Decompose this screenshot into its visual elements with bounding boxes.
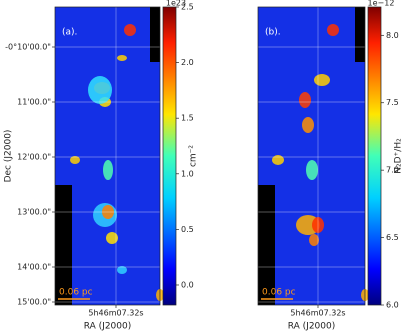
colorbar-tick-label: 1.5 [181,114,194,123]
y-axis-label: Dec (J2000) [4,130,14,183]
colorbar-offset: 1e23 [166,0,186,8]
masked-area [55,185,72,305]
colorbar-tick-label: 0.5 [181,225,194,234]
emission-feature [70,156,80,164]
y-tick-label: 13'00.0" [17,208,51,217]
colorbar [367,6,382,306]
map-frame [257,6,366,306]
y-tick-label: -0°10'00.0" [5,43,51,52]
x-axis-label: RA (J2000) [288,322,336,332]
colorbar-label: N₂D⁺/H₂ [394,138,404,174]
emission-feature [103,160,113,180]
x-axis-label: RA (J2000) [84,322,132,332]
emission-feature [327,24,339,36]
emission-feature [88,76,112,104]
colorbar-label: cm⁻² [189,145,199,167]
colorbar-tick-label: 6.0 [386,301,399,310]
emission-feature [106,232,118,244]
emission-feature [309,234,319,246]
emission-feature [117,266,127,274]
colorbar-tick-label: 0.0 [181,280,194,289]
colorbar-tick-label: 7.0 [386,166,399,175]
map-image [55,7,160,305]
masked-area [258,185,275,305]
colorbar-tick-label: 6.5 [386,233,399,242]
map-frame [54,6,161,306]
colorbar-tick-label: 7.5 [386,98,399,107]
masked-area [355,7,365,62]
emission-feature [314,74,330,86]
colorbar [162,6,177,306]
masked-area [150,7,160,62]
panel-label: (b). [265,28,281,38]
emission-feature [102,205,114,219]
panel-label: (a). [62,28,77,38]
y-tick-label: 14'00.0" [17,263,51,272]
colorbar-tick-label: 8.0 [386,31,399,40]
emission-feature [306,160,318,180]
y-tick-label: 15'00.0" [17,298,51,307]
emission-feature [302,117,314,133]
emission-feature [124,24,136,36]
colorbar-tick-label: 2.5 [181,3,194,12]
y-tick-label: 11'00.0" [17,98,51,107]
emission-feature [299,92,311,108]
colorbar-tick-label: 2.0 [181,58,194,67]
y-tick-label: 12'00.0" [17,153,51,162]
emission-feature [312,217,324,233]
colorbar-tick-label: 1.0 [181,169,194,178]
colorbar-offset: 1e−12 [368,0,395,8]
scale-bar-label: 0.06 pc [262,288,296,298]
x-tick-label: 5h46m07.32s [290,309,345,318]
scale-bar-label: 0.06 pc [59,288,93,298]
emission-feature [117,55,127,61]
x-tick-label: 5h46m07.32s [88,309,143,318]
emission-feature [272,155,284,165]
